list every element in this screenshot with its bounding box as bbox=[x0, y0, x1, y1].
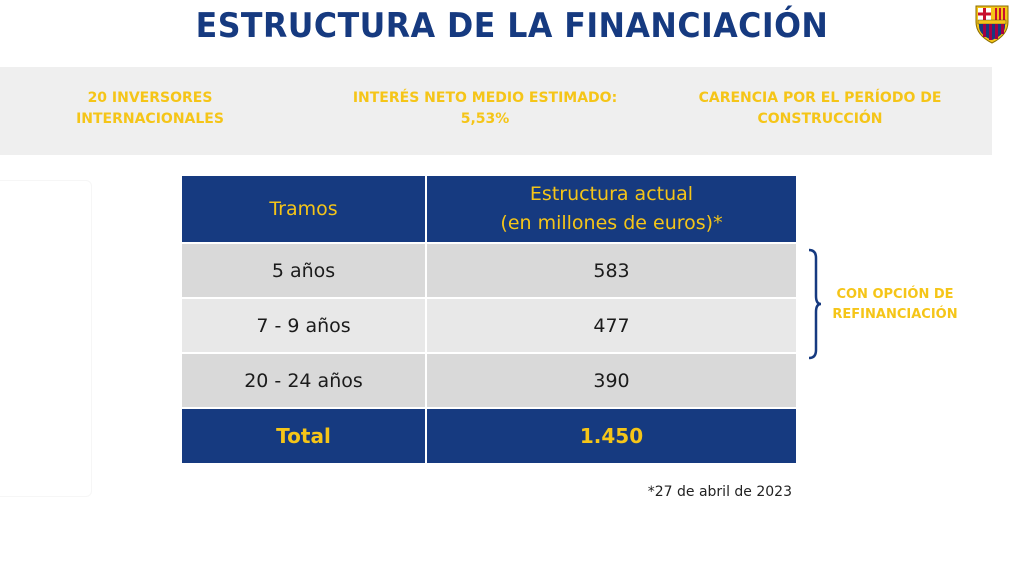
cell-valor: 390 bbox=[425, 352, 798, 409]
date-footnote: *27 de abril de 2023 bbox=[647, 484, 792, 500]
banner-interest: INTERÉS NETO MEDIO ESTIMADO: 5,53% bbox=[330, 88, 640, 130]
table-header-row: Tramos Estructura actual (en millones de… bbox=[180, 174, 798, 244]
table-total-row: Total 1.450 bbox=[180, 407, 798, 465]
banner-investors-line1: 20 INVERSORES bbox=[87, 90, 213, 106]
header-estructura: Estructura actual (en millones de euros)… bbox=[425, 174, 798, 244]
table-row: 5 años 583 bbox=[180, 242, 798, 299]
cell-tramo: 5 años bbox=[180, 242, 427, 299]
cell-tramo: 20 - 24 años bbox=[180, 352, 427, 409]
header-estructura-line1: Estructura actual bbox=[529, 183, 694, 205]
page-title: ESTRUCTURA DE LA FINANCIACIÓN bbox=[195, 6, 829, 46]
banner-grace-line2: CONSTRUCCIÓN bbox=[757, 111, 883, 127]
banner-interest-line2: 5,53% bbox=[460, 111, 510, 127]
info-banner: 20 INVERSORES INTERNACIONALES INTERÉS NE… bbox=[0, 67, 992, 155]
refinancing-note: CON OPCIÓN DE REFINANCIACIÓN bbox=[820, 285, 970, 325]
cell-tramo: 7 - 9 años bbox=[180, 297, 427, 354]
banner-investors: 20 INVERSORES INTERNACIONALES bbox=[60, 88, 240, 130]
cell-total-label: Total bbox=[180, 407, 427, 465]
header-tramos: Tramos bbox=[180, 174, 427, 244]
fc-barcelona-crest-icon bbox=[975, 5, 1009, 44]
banner-grace-line1: CARENCIA POR EL PERÍODO DE bbox=[698, 90, 942, 106]
banner-interest-line1: INTERÉS NETO MEDIO ESTIMADO: bbox=[352, 90, 618, 106]
header-tramos-label: Tramos bbox=[269, 197, 338, 220]
banner-grace-period: CARENCIA POR EL PERÍODO DE CONSTRUCCIÓN bbox=[680, 88, 960, 130]
cell-total-value: 1.450 bbox=[425, 407, 798, 465]
table-row: 7 - 9 años 477 bbox=[180, 297, 798, 354]
right-bracket-icon bbox=[808, 248, 822, 360]
faded-background-panel bbox=[0, 180, 92, 497]
cell-valor: 477 bbox=[425, 297, 798, 354]
header-estructura-line2: (en millones de euros)* bbox=[500, 212, 723, 234]
financing-table: Tramos Estructura actual (en millones de… bbox=[180, 174, 798, 465]
refinancing-note-line2: REFINANCIACIÓN bbox=[832, 307, 958, 322]
banner-investors-line2: INTERNACIONALES bbox=[76, 111, 224, 127]
refinancing-note-line1: CON OPCIÓN DE bbox=[836, 287, 954, 302]
cell-valor: 583 bbox=[425, 242, 798, 299]
table-row: 20 - 24 años 390 bbox=[180, 352, 798, 409]
